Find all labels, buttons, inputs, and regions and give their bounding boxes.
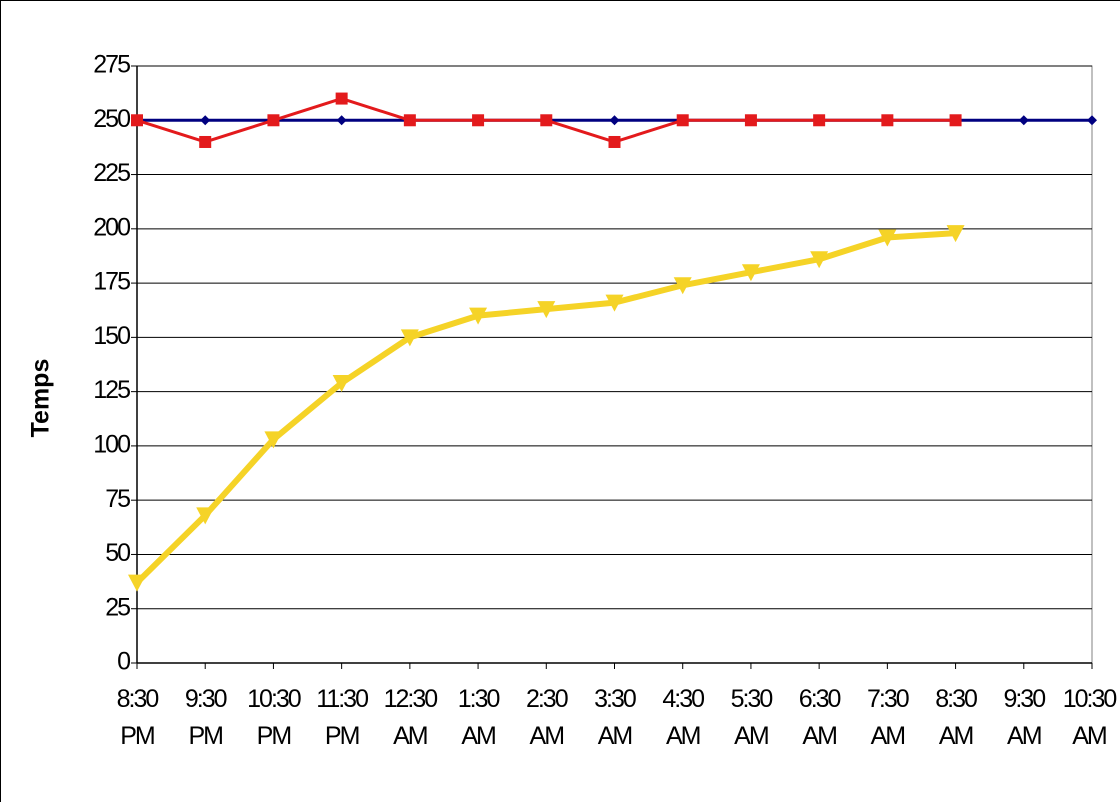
series-line xyxy=(134,230,956,585)
y-tick-label: 275 xyxy=(93,51,130,79)
point xyxy=(199,135,212,148)
y-tick-label: 125 xyxy=(93,376,130,404)
x-tick-label: 4:30 AM xyxy=(662,685,705,750)
point xyxy=(741,264,760,282)
point xyxy=(878,229,897,247)
y-axis-label: Temps xyxy=(27,359,55,438)
x-tick-label: 12:30 AM xyxy=(383,685,439,750)
y-tick-label: 150 xyxy=(93,322,130,350)
x-tick-label: 6:30 AM xyxy=(798,685,842,750)
x-tick-label: 5:30 AM xyxy=(730,685,774,750)
point xyxy=(400,329,419,347)
y-tick-label: 0 xyxy=(117,648,130,676)
point xyxy=(881,114,894,127)
point xyxy=(676,114,689,127)
point xyxy=(332,374,351,392)
y-tick-label: 200 xyxy=(93,213,130,241)
x-tick-label: 3:30 AM xyxy=(594,685,637,750)
x-tick-label: 2:30 AM xyxy=(525,685,569,750)
point xyxy=(131,114,143,127)
point xyxy=(128,574,146,592)
point xyxy=(336,115,347,126)
x-tick-label: 10:30 AM xyxy=(1062,685,1118,750)
x-tick-label: 1:30 AM xyxy=(457,685,501,750)
point xyxy=(335,92,348,105)
point xyxy=(810,251,829,269)
point xyxy=(472,114,485,127)
x-tick-label: 8:30 PM xyxy=(116,685,160,750)
x-tick-label: 9:30 PM xyxy=(184,685,228,750)
x-tick-label: 10:30 PM xyxy=(247,685,302,750)
point xyxy=(264,431,283,449)
y-tick-label: 25 xyxy=(105,593,130,621)
point xyxy=(267,114,280,127)
y-tick-label: 75 xyxy=(105,485,130,513)
point xyxy=(608,135,621,148)
point xyxy=(200,115,211,126)
point xyxy=(744,114,757,127)
y-tick-label: 175 xyxy=(93,268,130,296)
point xyxy=(609,115,620,126)
point xyxy=(673,277,692,295)
y-tick-label: 50 xyxy=(105,539,130,567)
point xyxy=(1018,115,1029,126)
point xyxy=(949,114,962,127)
y-tick-label: 250 xyxy=(93,105,130,133)
plot-area xyxy=(136,65,1093,664)
x-tick-label: 7:30 AM xyxy=(867,685,910,750)
point xyxy=(946,225,965,243)
point xyxy=(537,301,556,319)
point xyxy=(605,294,624,312)
x-tick-label: 8:30 AM xyxy=(935,685,978,750)
x-tick-label: 9:30 AM xyxy=(1003,685,1046,750)
point xyxy=(813,114,826,127)
point xyxy=(1087,115,1097,126)
y-tick-label: 225 xyxy=(93,159,130,187)
point xyxy=(469,307,488,325)
point xyxy=(540,114,553,127)
x-tick-label: 11:30 PM xyxy=(316,685,369,750)
y-tick-label: 100 xyxy=(93,431,130,459)
point xyxy=(196,507,215,525)
point xyxy=(403,114,416,127)
